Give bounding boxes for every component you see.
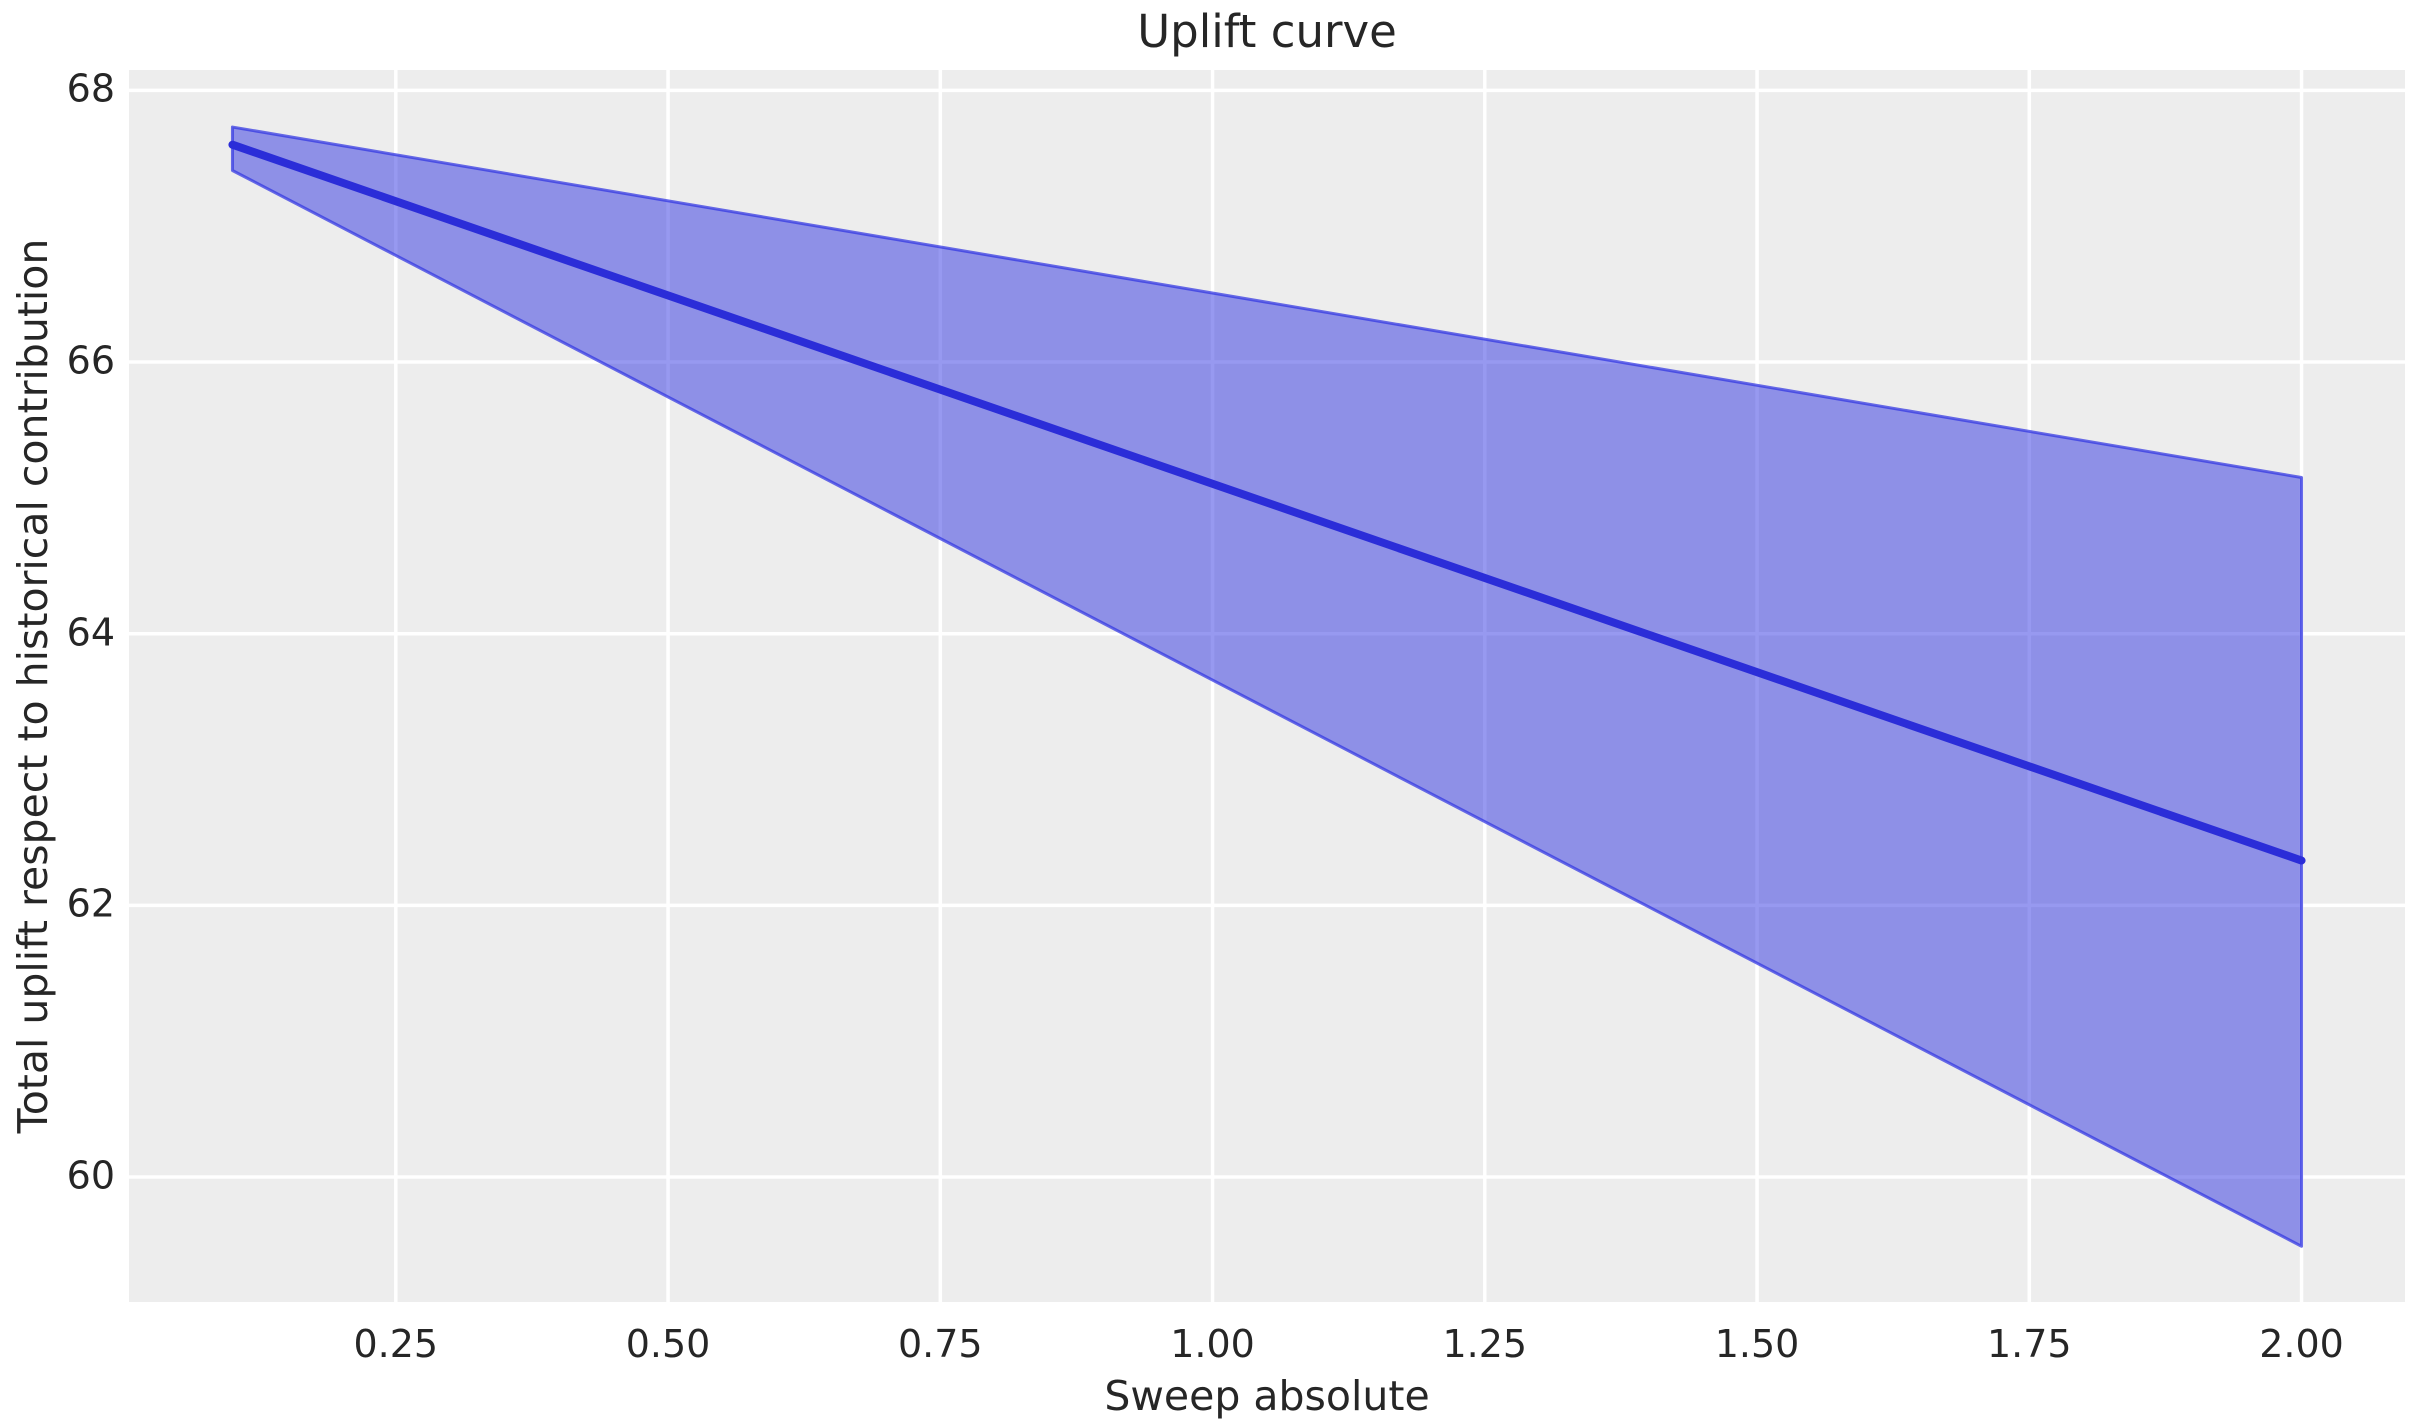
confidence-band	[230, 125, 2304, 1248]
x-tick-label: 1.00	[1170, 1322, 1255, 1366]
y-tick-label: 68	[66, 67, 115, 112]
uplift-line	[228, 140, 2306, 865]
y-tick-label: 64	[66, 610, 115, 655]
chart-svg	[129, 70, 2405, 1302]
y-tick-label: 62	[66, 882, 115, 927]
x-tick-label: 1.75	[1986, 1322, 2072, 1366]
x-tick-label: 1.50	[1714, 1322, 1800, 1366]
x-tick-label: 1.25	[1442, 1322, 1528, 1366]
x-tick-label: 2.00	[2259, 1322, 2344, 1366]
x-tick-label: 0.25	[353, 1322, 439, 1366]
x-tick-label: 0.75	[897, 1322, 983, 1366]
x-axis-label: Sweep absolute	[1104, 1372, 1430, 1420]
plot-area	[129, 70, 2405, 1302]
y-tick-label: 60	[66, 1153, 115, 1198]
chart-title: Uplift curve	[1137, 5, 1397, 58]
y-axis-label: Total uplift respect to historical contr…	[9, 238, 57, 1134]
x-tick-label: 0.50	[625, 1322, 711, 1366]
y-tick-label: 66	[66, 338, 115, 383]
